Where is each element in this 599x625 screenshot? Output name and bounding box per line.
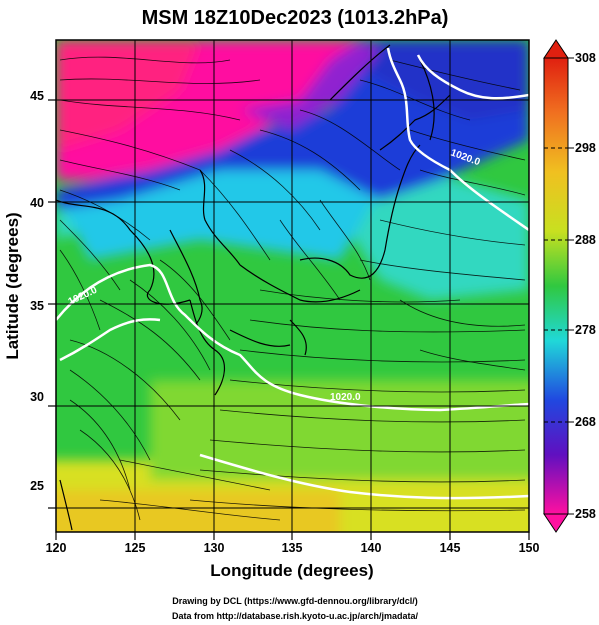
x-tick-label: 145 bbox=[440, 541, 461, 555]
y-tick-label: 30 bbox=[30, 390, 44, 404]
x-tick-label: 120 bbox=[46, 541, 67, 555]
y-tick-label: 35 bbox=[30, 299, 44, 313]
x-tick-label: 140 bbox=[361, 541, 382, 555]
y-tick-label: 25 bbox=[30, 479, 44, 493]
y-axis-label: Latitude (degrees) bbox=[3, 212, 22, 359]
colorbar-tick-label: 258 bbox=[575, 507, 596, 521]
map-title: MSM 18Z10Dec2023 (1013.2hPa) bbox=[142, 7, 449, 29]
colorbar-tick-label: 268 bbox=[575, 415, 596, 429]
contour-label: 1020.0 bbox=[330, 392, 361, 403]
y-tick-label: 45 bbox=[30, 89, 44, 103]
x-axis-label: Longitude (degrees) bbox=[210, 561, 373, 580]
x-tick-label: 135 bbox=[282, 541, 303, 555]
axis-ticks bbox=[48, 99, 530, 540]
y-tick-label: 40 bbox=[30, 196, 44, 210]
colorbar bbox=[543, 39, 574, 533]
colorbar-tick-label: 278 bbox=[575, 323, 596, 337]
map-grid bbox=[56, 40, 529, 532]
colorbar-tick-label: 298 bbox=[575, 141, 596, 155]
x-tick-label: 125 bbox=[125, 541, 146, 555]
colorbar-tick-label: 288 bbox=[575, 233, 596, 247]
coastlines bbox=[56, 44, 451, 531]
x-tick-label: 150 bbox=[519, 541, 540, 555]
pressure-contours bbox=[56, 47, 529, 500]
colorbar-tick-label: 308 bbox=[575, 51, 596, 65]
credit-drawing: Drawing by DCL (https://www.gfd-dennou.o… bbox=[172, 596, 418, 606]
x-tick-label: 130 bbox=[204, 541, 225, 555]
credit-data: Data from http://database.rish.kyoto-u.a… bbox=[172, 611, 419, 621]
